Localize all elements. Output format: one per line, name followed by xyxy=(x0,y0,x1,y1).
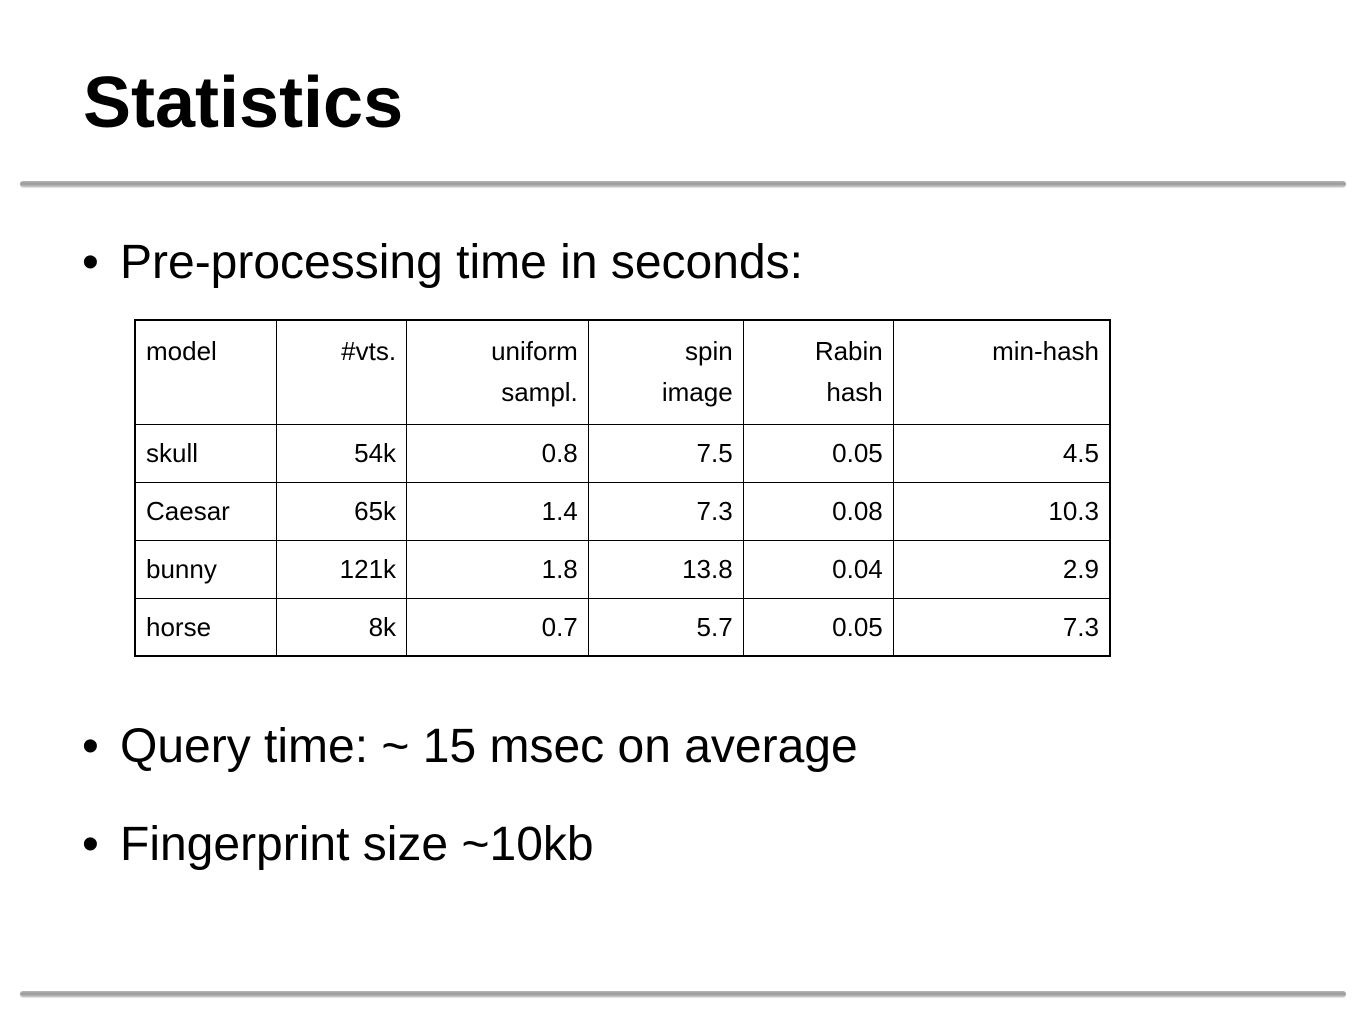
cell-vertices: 54k xyxy=(275,423,408,483)
cell-uniform-sampling: 1.4 xyxy=(406,481,589,541)
bullet-text: Fingerprint size ~10kb xyxy=(120,818,594,871)
bullet-fingerprint-size: • Fingerprint size ~10kb xyxy=(82,817,594,873)
bullet-text: Pre-processing time in seconds: xyxy=(120,236,803,289)
header-text: uniform xyxy=(491,336,578,366)
cell-spin-image: 7.3 xyxy=(587,481,744,541)
table-row: skull 54k 0.8 7.5 0.05 4.5 xyxy=(134,423,1111,483)
header-text: model xyxy=(146,336,217,366)
cell-rabin-hash: 0.05 xyxy=(742,423,894,483)
bullet-text: Query time: ~ 15 msec on average xyxy=(120,720,858,773)
table-row: horse 8k 0.7 5.7 0.05 7.3 xyxy=(134,597,1111,657)
cell-model: skull xyxy=(134,423,277,483)
header-text: #vts. xyxy=(341,336,397,366)
table-header-row: model #vts. uniform sampl. spin image Ra… xyxy=(134,319,1111,425)
cell-model: bunny xyxy=(134,539,277,599)
bullet-dot-icon: • xyxy=(82,720,99,773)
bullet-preprocessing: • Pre-processing time in seconds: xyxy=(82,235,803,291)
header-text: Rabin xyxy=(814,336,883,366)
table-row: bunny 121k 1.8 13.8 0.04 2.9 xyxy=(134,539,1111,599)
cell-uniform-sampling: 0.8 xyxy=(406,423,589,483)
cell-min-hash: 10.3 xyxy=(892,481,1111,541)
cell-min-hash: 7.3 xyxy=(892,597,1111,657)
header-text: min-hash xyxy=(992,336,1099,366)
cell-min-hash: 4.5 xyxy=(892,423,1111,483)
cell-model: horse xyxy=(134,597,277,657)
header-model: model xyxy=(134,319,277,425)
cell-spin-image: 7.5 xyxy=(587,423,744,483)
title-divider xyxy=(20,181,1346,187)
cell-spin-image: 13.8 xyxy=(587,539,744,599)
cell-model: Caesar xyxy=(134,481,277,541)
bullet-query-time: • Query time: ~ 15 msec on average xyxy=(82,719,858,775)
header-text: sampl. xyxy=(501,377,578,407)
preprocessing-table: model #vts. uniform sampl. spin image Ra… xyxy=(134,319,1111,657)
cell-rabin-hash: 0.08 xyxy=(742,481,894,541)
cell-rabin-hash: 0.05 xyxy=(742,597,894,657)
cell-vertices: 8k xyxy=(275,597,408,657)
header-min-hash: min-hash xyxy=(892,319,1111,425)
cell-rabin-hash: 0.04 xyxy=(742,539,894,599)
header-text: spin xyxy=(685,336,733,366)
slide-title: Statistics xyxy=(83,63,404,143)
header-vertices: #vts. xyxy=(275,319,408,425)
cell-spin-image: 5.7 xyxy=(587,597,744,657)
header-text: hash xyxy=(826,377,883,407)
bullet-dot-icon: • xyxy=(82,818,99,871)
bullet-dot-icon: • xyxy=(82,236,99,289)
table-row: Caesar 65k 1.4 7.3 0.08 10.3 xyxy=(134,481,1111,541)
header-spin-image: spin image xyxy=(587,319,744,425)
cell-vertices: 121k xyxy=(275,539,408,599)
header-uniform-sampling: uniform sampl. xyxy=(406,319,589,425)
cell-uniform-sampling: 0.7 xyxy=(406,597,589,657)
footer-divider xyxy=(20,991,1346,997)
cell-min-hash: 2.9 xyxy=(892,539,1111,599)
cell-uniform-sampling: 1.8 xyxy=(406,539,589,599)
cell-vertices: 65k xyxy=(275,481,408,541)
header-rabin-hash: Rabin hash xyxy=(742,319,894,425)
header-text: image xyxy=(661,377,733,407)
